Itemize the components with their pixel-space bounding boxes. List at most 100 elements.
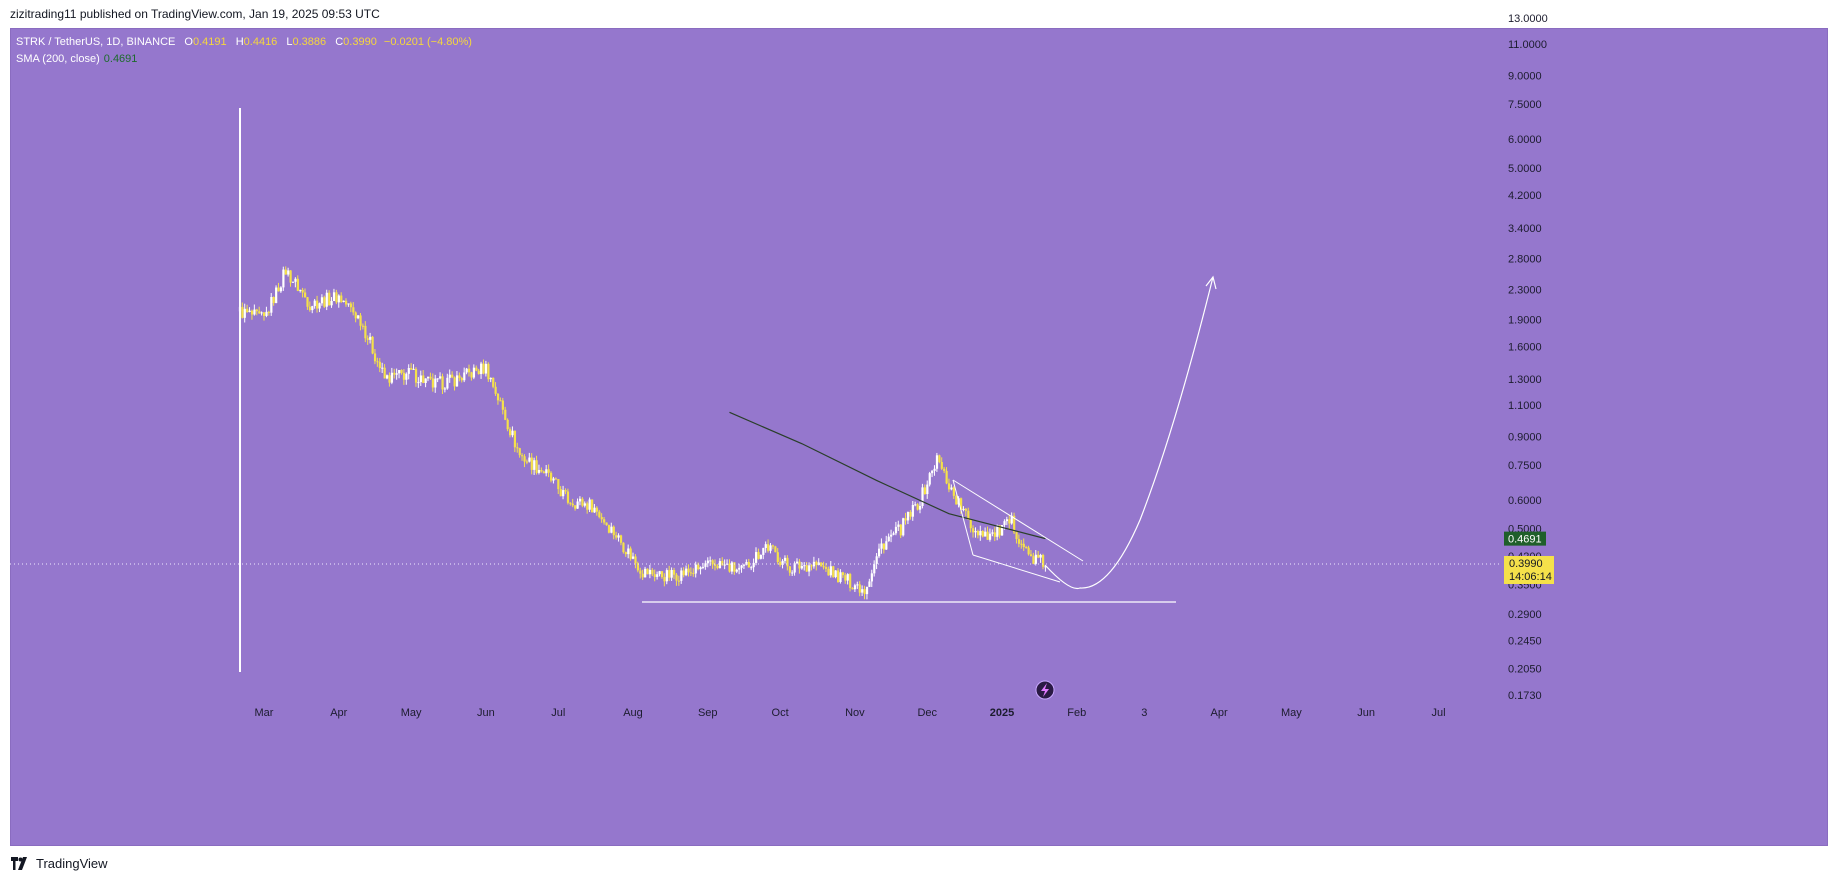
candle-body: [861, 589, 864, 593]
candle-body: [938, 455, 941, 463]
candle-body: [557, 479, 560, 490]
candle-body: [537, 469, 541, 473]
event-lightning-icon: [1035, 680, 1055, 700]
candle-body: [316, 300, 319, 309]
candle-body: [803, 565, 806, 567]
candle-body: [865, 586, 869, 595]
candle-body: [1013, 515, 1016, 533]
candle-body: [263, 312, 266, 316]
symbol-title[interactable]: STRK / TetherUS, 1D, BINANCE: [16, 36, 176, 48]
price-tick-label: 7.5000: [1508, 99, 1542, 111]
chart-area[interactable]: [10, 28, 1828, 846]
price-tick-label: 3.4000: [1508, 223, 1542, 235]
price-tick-label: 0.7500: [1508, 460, 1542, 472]
candle-body: [740, 565, 743, 568]
candle-body: [783, 557, 787, 561]
candle-body: [827, 568, 830, 576]
candle-body: [330, 301, 333, 306]
candle-body: [337, 295, 340, 303]
time-tick-label: Nov: [845, 707, 865, 719]
candle-body: [386, 375, 389, 379]
candle-body: [533, 460, 536, 470]
candle-body: [776, 552, 779, 562]
candle-body: [250, 310, 254, 315]
candle-body: [434, 378, 437, 388]
candle-body: [692, 573, 695, 575]
candle-body: [513, 430, 517, 448]
candle-body: [299, 289, 302, 291]
candle-body: [475, 367, 478, 371]
candle-body: [837, 570, 840, 583]
candle-body: [562, 490, 565, 497]
candle-body: [627, 548, 630, 555]
projection-arrowhead: [1205, 275, 1217, 290]
candle-body: [468, 368, 471, 373]
candle-body: [595, 507, 599, 512]
candle-body: [972, 528, 975, 533]
candle-body: [771, 545, 775, 547]
candle-body: [542, 471, 545, 474]
close-label: C: [335, 36, 344, 48]
candle-body: [381, 367, 384, 369]
candle-body: [878, 548, 881, 557]
candle-body: [448, 374, 451, 378]
tradingview-logo-icon: [11, 856, 27, 870]
footer-brand[interactable]: TradingView: [36, 856, 108, 871]
candle-body: [354, 312, 357, 319]
candle-body: [325, 292, 328, 307]
candle-body: [393, 372, 396, 375]
candle-body: [304, 292, 307, 298]
candle-body: [291, 281, 295, 283]
candle-body: [668, 570, 671, 578]
candle-body: [282, 269, 285, 288]
open-value: 0.4191: [192, 36, 227, 48]
candle-body: [996, 525, 999, 537]
candle-body: [419, 375, 422, 383]
candle-body: [369, 336, 372, 340]
candle-body: [648, 569, 652, 575]
candle-body: [443, 388, 447, 390]
candle-body: [735, 569, 738, 572]
candle-body: [853, 585, 857, 590]
candle-body: [767, 544, 770, 551]
candle-body: [709, 560, 712, 562]
candle-body: [308, 306, 312, 311]
candle-body: [431, 378, 435, 388]
candle-body: [634, 556, 637, 564]
sma-label[interactable]: SMA (200, close): [16, 53, 100, 65]
low-label: L: [286, 36, 293, 48]
close-value: 0.3990: [343, 36, 377, 48]
candle-body: [581, 498, 584, 506]
candle-body: [899, 524, 902, 536]
candle-body: [600, 517, 603, 520]
candle-body: [472, 367, 476, 378]
candle-body: [253, 309, 256, 315]
candle-body: [880, 543, 883, 549]
candle-body: [822, 566, 825, 568]
candle-body: [487, 363, 490, 380]
candle-body: [402, 372, 406, 380]
candle-body: [769, 545, 772, 551]
candle-body: [947, 483, 951, 490]
candle-body: [427, 376, 430, 379]
candle-body: [1032, 556, 1035, 564]
time-tick-label: Oct: [772, 707, 789, 719]
candle-body: [846, 574, 849, 581]
candle-body: [926, 484, 929, 495]
candle-body: [451, 374, 454, 378]
wedge-lower-line: [972, 554, 1061, 583]
candle-body: [373, 353, 377, 362]
sma-line: [729, 411, 1046, 540]
time-tick-label: Aug: [623, 707, 643, 719]
candle-body: [781, 560, 784, 565]
candle-body: [436, 378, 439, 380]
candle-body: [552, 478, 555, 481]
candle-body: [359, 315, 362, 326]
candle-body: [398, 370, 401, 374]
candle-body: [986, 531, 989, 540]
candle-body: [559, 489, 562, 497]
time-tick-label: Jul: [1431, 707, 1445, 719]
candle-body: [663, 577, 666, 582]
